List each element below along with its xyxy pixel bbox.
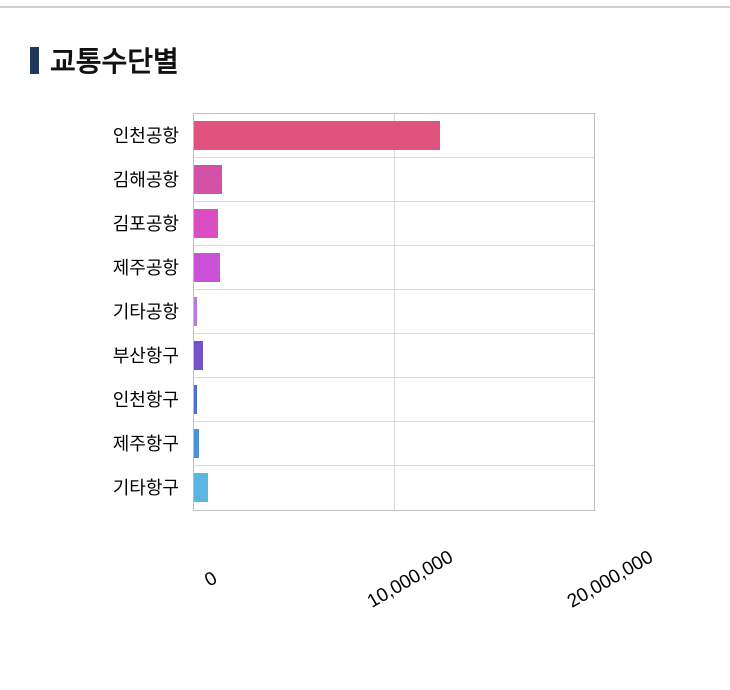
bar [194,121,440,150]
category-label: 제주항구 [112,434,179,454]
bar [194,473,208,502]
category-label: 기타공항 [112,302,179,322]
plot-area [193,113,595,511]
chart-row [194,422,594,466]
bar [194,165,222,194]
bar [194,209,218,238]
category-label: 김해공항 [112,170,179,190]
x-tick-label: 0 [200,567,221,592]
category-label: 김포공항 [112,214,179,234]
chart-row [194,114,594,158]
x-tick-label: 10,000,000 [364,546,458,613]
chart-row [194,202,594,246]
chart-row [194,378,594,422]
bar [194,253,220,282]
chart-row [194,466,594,510]
title-marker [30,46,39,74]
category-label: 인천공항 [112,126,179,146]
gridline-10m [394,114,395,510]
x-axis: 0 10,000,000 20,000,000 [193,511,657,626]
category-label: 기타항구 [112,478,179,498]
chart-row [194,246,594,290]
x-tick-label: 20,000,000 [564,546,658,613]
category-label: 제주공항 [112,258,179,278]
category-label: 부산항구 [112,346,179,366]
category-label: 인천항구 [112,390,179,410]
section-title: 교통수단별 [30,40,179,80]
bar [194,429,199,458]
chart-row [194,290,594,334]
page-title: 교통수단별 [50,46,179,77]
top-divider [0,6,730,8]
bar [194,341,203,370]
chart-row [194,334,594,378]
bar [194,385,197,414]
bar [194,297,197,326]
chart-row [194,158,594,202]
